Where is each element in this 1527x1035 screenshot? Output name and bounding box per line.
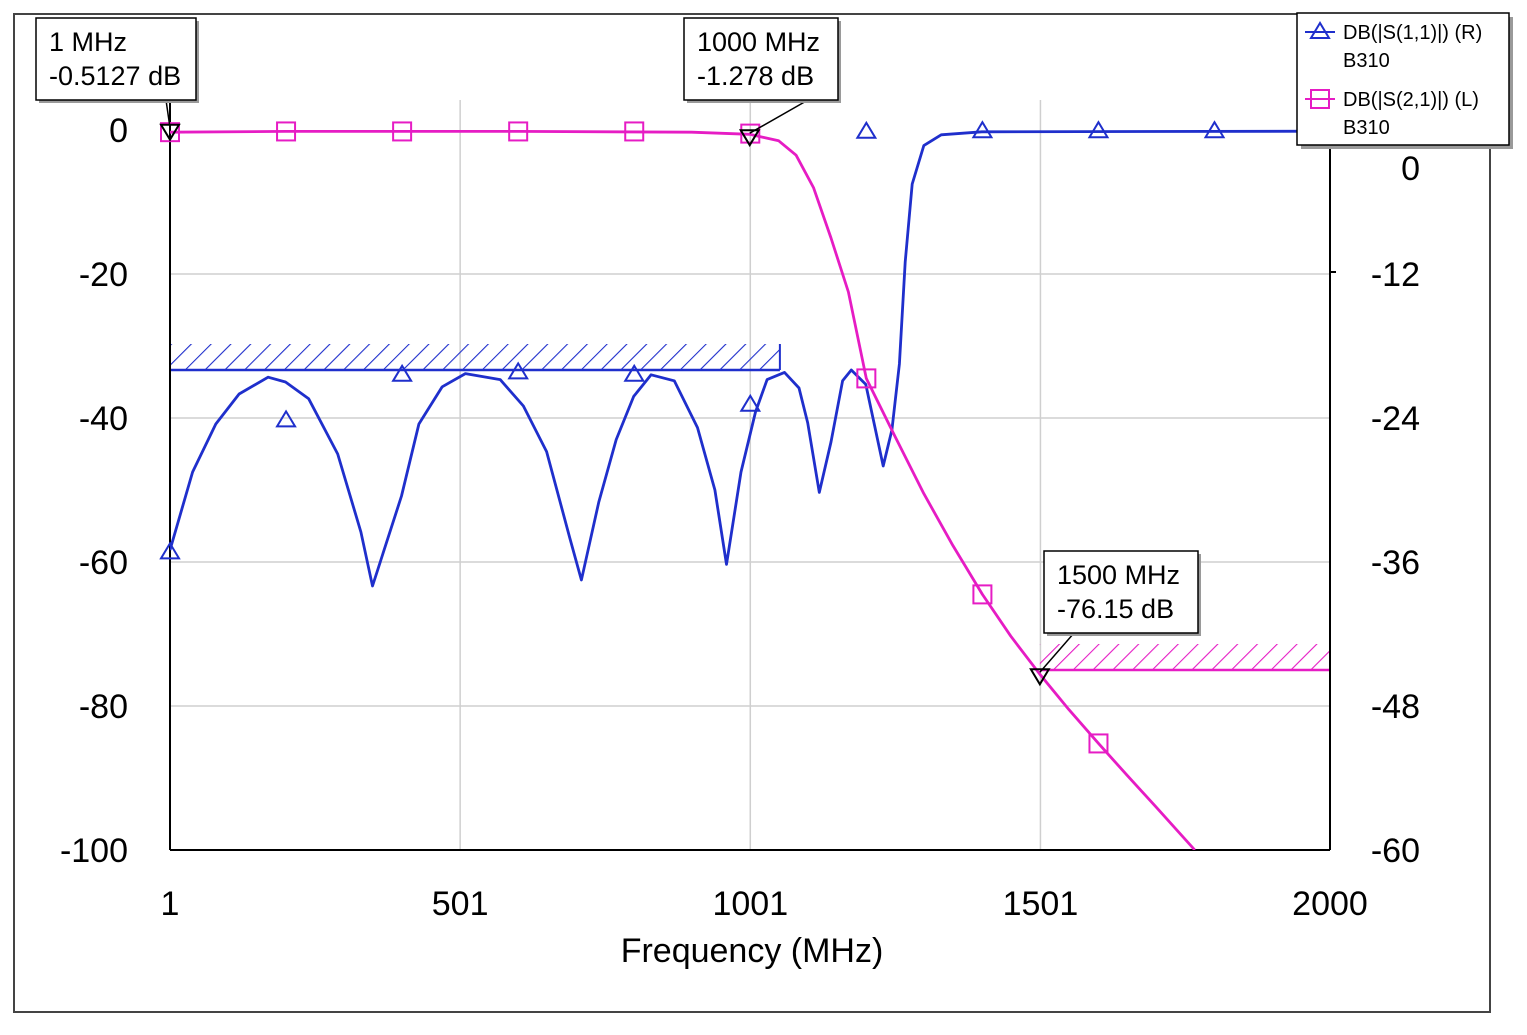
marker-readouts: 1 MHz -0.5127 dB 1000 MHz -1.278 dB 1500 MHz… [35, 17, 1201, 687]
y-tick-label-left: -40 [79, 400, 128, 438]
legend-box [1296, 12, 1510, 146]
y-tick-label-right: -48 [1371, 688, 1420, 726]
marker-box [35, 17, 197, 101]
marker-value: -76.15 dB [1057, 594, 1174, 624]
series-s21-line [170, 130, 1196, 850]
marker-box [1043, 550, 1199, 634]
series-symbol-triangle [275, 409, 297, 428]
marker-box [683, 17, 839, 101]
mask-hatch [170, 344, 780, 370]
series-symbol-square [392, 121, 413, 142]
y-tick-label-right: -60 [1371, 832, 1420, 870]
y-tick-label-right: -12 [1371, 256, 1420, 294]
y-tick-label-left: 0 [109, 112, 128, 150]
legend-entry-sub: B310 [1343, 50, 1390, 72]
series-symbol-triangle [1087, 120, 1110, 139]
marker-value: -0.5127 dB [49, 61, 181, 91]
y-tick-label-right: 0 [1401, 150, 1420, 188]
axis-ticks: 1 501 1001 1501 20000-20-40-60-80-1000-12-24… [60, 112, 1420, 923]
series-symbol-triangle [855, 120, 878, 139]
window-border [13, 13, 1491, 1013]
series-symbol-triangle [739, 393, 762, 412]
series-s11-line [170, 129, 1330, 588]
x-tick-label: 2000 [1292, 885, 1368, 923]
y-tick-label-left: -60 [79, 544, 128, 582]
x-tick-label: 501 [432, 885, 489, 923]
series-symbol-triangle [623, 363, 645, 382]
marker-frequency: 1500 MHz [1057, 560, 1180, 590]
marker-leader [749, 99, 809, 134]
marker-triangle-icon [738, 129, 761, 148]
y-tick-label-left: -100 [60, 832, 128, 870]
legend-entry-name: DB(|S(1,1)|) (R) [1343, 22, 1482, 44]
legend-square-icon [1310, 89, 1330, 109]
series-symbol-square [508, 121, 529, 142]
x-axis-label: Frequency (MHz) [621, 932, 884, 970]
marker-leader [1039, 632, 1075, 673]
series-symbol-triangle [391, 363, 413, 382]
mask-layer [170, 344, 1330, 672]
plot-area [169, 100, 1331, 851]
marker-triangle-icon [1029, 668, 1051, 687]
series-symbol-triangle [159, 541, 181, 560]
y-tick-label-left: -20 [79, 256, 128, 294]
legend-entry-sub: B310 [1343, 117, 1390, 139]
marker-frequency: 1000 MHz [697, 27, 820, 57]
marker-leader [165, 99, 171, 128]
x-tick-label: 1501 [1003, 885, 1079, 923]
series-layer [170, 129, 1330, 850]
legend-entry-name: DB(|S(2,1)|) (L) [1343, 89, 1479, 111]
marker-value: -1.278 dB [697, 61, 814, 91]
series-symbol-square [1088, 733, 1109, 754]
grid [170, 100, 1330, 850]
series-symbol-square [972, 584, 993, 605]
x-tick-label: 1001 [712, 885, 788, 923]
y-tick-label-left: -80 [79, 688, 128, 726]
marker-frequency: 1 MHz [49, 27, 127, 57]
legend[interactable]: DB(|S(1,1)|) (R) B310 DB(|S(2,1)|) (L) B310 [1296, 12, 1513, 149]
legend-triangle-icon [1309, 21, 1331, 39]
x-tick-label: 1 [161, 885, 180, 923]
series-symbol-square [624, 121, 645, 142]
series-symbol-triangle [1203, 120, 1226, 139]
marker-triangle-icon [159, 123, 181, 142]
y-tick-label-right: -24 [1371, 400, 1420, 438]
series-symbol-triangle [507, 361, 529, 380]
series-symbol-triangle [971, 120, 994, 139]
y-tick-label-right: -36 [1371, 544, 1420, 582]
series-symbol-square [276, 121, 297, 142]
series-symbol-square [856, 368, 877, 389]
mask-hatch [1039, 644, 1330, 670]
